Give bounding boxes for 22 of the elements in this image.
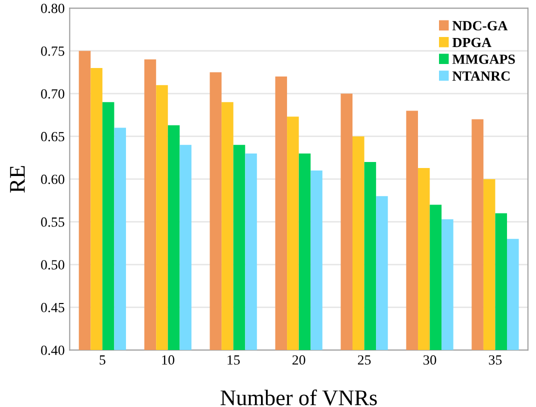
legend-label: MMGAPS xyxy=(452,54,515,64)
x-tick-label: 35 xyxy=(488,355,502,365)
x-tick-label: 15 xyxy=(228,355,240,365)
y-tick-label: 0.50 xyxy=(41,260,64,270)
y-tick-label: 0.75 xyxy=(41,46,64,56)
legend-label: NDC-GA xyxy=(452,21,508,30)
legend-label: DPGA xyxy=(452,38,492,48)
x-tick-label: 20 xyxy=(292,355,306,365)
x-tick-label: 10 xyxy=(162,355,174,365)
legend-label: NTANRC xyxy=(452,71,510,81)
y-tick-label: 0.55 xyxy=(41,217,64,227)
x-tick-label: 5 xyxy=(100,355,106,365)
x-axis-title: Number of VNRs xyxy=(220,389,377,406)
y-tick-label: 0.65 xyxy=(41,132,64,142)
y-tick-label: 0.60 xyxy=(41,174,64,184)
y-tick-label: 0.40 xyxy=(41,346,64,356)
x-tick-label: 25 xyxy=(358,355,371,365)
y-axis-title: RE xyxy=(10,166,25,193)
y-tick-label: 0.70 xyxy=(41,89,64,99)
x-tick-label: 30 xyxy=(423,355,436,365)
y-tick-label: 0.80 xyxy=(41,4,64,14)
y-tick-label: 0.45 xyxy=(41,302,64,312)
